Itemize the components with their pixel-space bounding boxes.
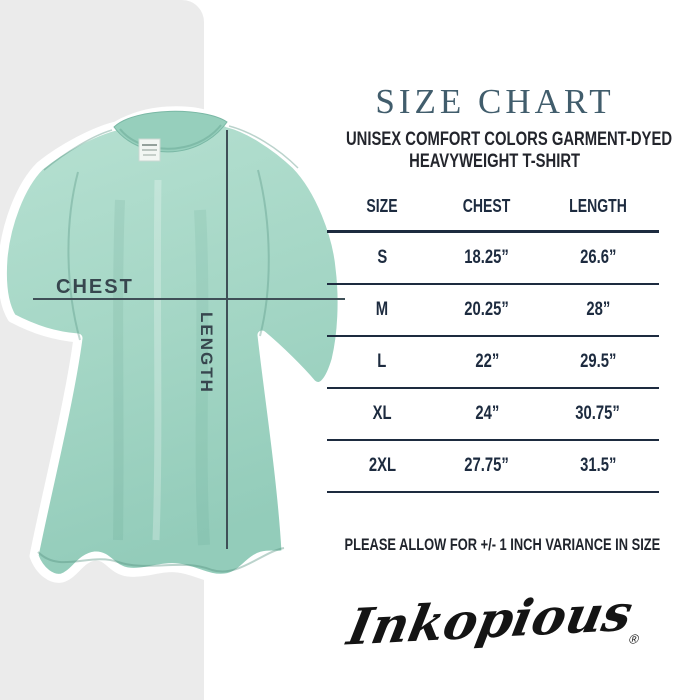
chest-value: 18.25”: [464, 247, 510, 268]
size-value: S: [377, 247, 387, 268]
chest-value: 24”: [475, 403, 499, 424]
table-row-2xl: 2XL 27.75” 31.5”: [327, 441, 659, 493]
table-row-m: M 20.25” 28”: [327, 285, 659, 337]
brand-name: Inkopious: [342, 582, 638, 657]
size-table: SIZE CHEST LENGTH S 18.25” 26.6” M 20.25…: [327, 182, 659, 493]
size-value: XL: [372, 403, 392, 424]
table-row-l: L 22” 29.5”: [327, 337, 659, 389]
chest-value: 27.75”: [464, 455, 510, 476]
column-header-length: LENGTH: [569, 195, 627, 216]
table-row-s: S 18.25” 26.6”: [327, 233, 659, 285]
column-header-chest: CHEST: [463, 195, 511, 216]
subtitle: UNISEX COMFORT COLORS GARMENT-DYED HEAVY…: [300, 129, 690, 173]
subtitle-line-2: HEAVYWEIGHT T-SHIRT: [409, 151, 581, 172]
registered-trademark-icon: ®: [627, 631, 641, 647]
size-value: L: [377, 351, 387, 372]
page-title: SIZE CHART: [375, 82, 615, 121]
length-value: 29.5”: [579, 351, 617, 372]
variance-note: PLEASE ALLOW FOR +/- 1 INCH VARIANCE IN …: [344, 536, 661, 554]
table-row-xl: XL 24” 30.75”: [327, 389, 659, 441]
size-value: M: [375, 299, 389, 320]
length-value: 31.5”: [579, 455, 617, 476]
length-value: 28”: [586, 299, 610, 320]
length-value: 26.6”: [579, 247, 617, 268]
length-measure-label: LENGTH: [197, 312, 216, 394]
subtitle-line-1: UNISEX COMFORT COLORS GARMENT-DYED: [345, 129, 673, 150]
column-header-size: SIZE: [366, 195, 398, 216]
size-table-header: SIZE CHEST LENGTH: [327, 182, 659, 233]
size-value: 2XL: [368, 455, 396, 476]
chest-value: 22”: [475, 351, 499, 372]
chest-measure-label: CHEST: [56, 276, 134, 298]
chest-value: 20.25”: [464, 299, 510, 320]
brand-logo: Inkopious®: [302, 580, 688, 658]
length-value: 30.75”: [575, 403, 621, 424]
gray-background-panel: [0, 0, 204, 700]
